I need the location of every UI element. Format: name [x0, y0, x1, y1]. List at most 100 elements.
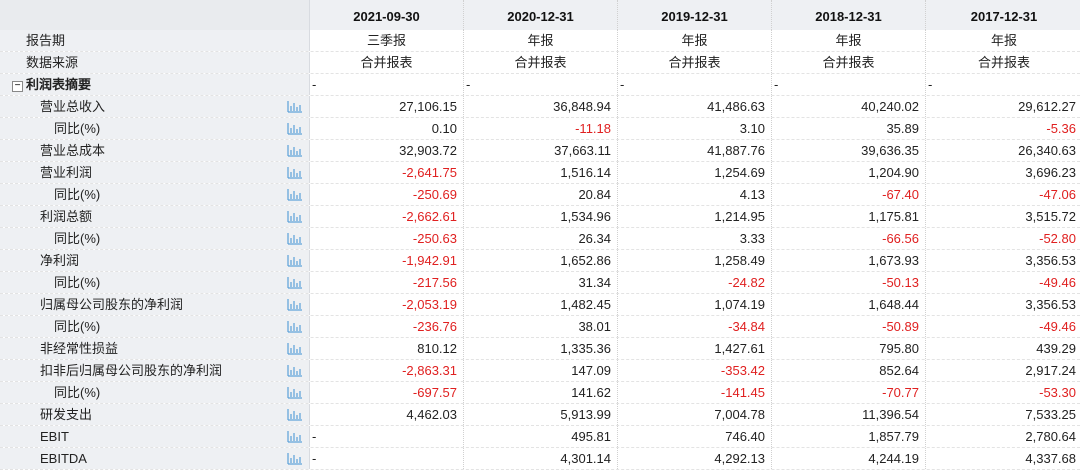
value-cell: 4.13 — [618, 184, 772, 205]
bar-chart-icon[interactable] — [286, 430, 303, 444]
value-cell: -52.80 — [1039, 231, 1076, 246]
row-chart-button[interactable] — [280, 404, 310, 425]
value-cell: 1,482.45 — [464, 294, 618, 315]
value-cell: -141.45 — [618, 382, 772, 403]
row-label: 同比(%) — [54, 319, 101, 334]
value-cell: 4,337.68 — [1025, 451, 1076, 466]
value-cell: 4,292.13 — [618, 448, 772, 469]
row-chart-button[interactable] — [280, 316, 310, 337]
value-cell: 810.12 — [310, 338, 464, 359]
row-chart-button[interactable] — [280, 140, 310, 161]
value-cell: -2,053.19 — [310, 294, 464, 315]
table-body: 营业总收入 27,106.15 36,848.94 41,486.63 40,240.0… — [0, 96, 1080, 470]
bar-chart-icon[interactable] — [286, 364, 303, 378]
collapse-toggle-icon[interactable]: − — [12, 81, 23, 92]
value-cell: 2,780.64 — [1025, 429, 1076, 444]
row-chart-button[interactable] — [280, 448, 310, 469]
column-header[interactable]: 2018-12-31 — [772, 0, 926, 30]
value-cell: 2,917.24 — [1025, 363, 1076, 378]
value-cell: 1,175.81 — [772, 206, 926, 227]
bar-chart-icon[interactable] — [286, 276, 303, 290]
row-chart-button[interactable] — [280, 294, 310, 315]
bar-chart-icon[interactable] — [286, 254, 303, 268]
row-chart-button[interactable] — [280, 382, 310, 403]
value-cell: 1,857.79 — [772, 426, 926, 447]
value-cell: -70.77 — [772, 382, 926, 403]
value-cell: 1,534.96 — [464, 206, 618, 227]
value-cell: 3,696.23 — [1025, 165, 1076, 180]
bar-chart-icon[interactable] — [286, 298, 303, 312]
row-chart-button[interactable] — [280, 426, 310, 447]
row-chart-button[interactable] — [280, 162, 310, 183]
value-cell: -53.30 — [1039, 385, 1076, 400]
bar-chart-icon[interactable] — [286, 408, 303, 422]
value-cell: 439.29 — [1036, 341, 1076, 356]
column-header[interactable]: 2020-12-31 — [464, 0, 618, 30]
bar-chart-icon[interactable] — [286, 166, 303, 180]
bar-chart-icon[interactable] — [286, 144, 303, 158]
row-chart-button[interactable] — [280, 228, 310, 249]
value-cell: -217.56 — [310, 272, 464, 293]
row-chart-button[interactable] — [280, 250, 310, 271]
value-cell: 3,356.53 — [1025, 297, 1076, 312]
row-chart-button[interactable] — [280, 338, 310, 359]
row-label: 同比(%) — [54, 385, 101, 400]
value-cell: -2,863.31 — [310, 360, 464, 381]
value-cell: -24.82 — [618, 272, 772, 293]
row-chart-button[interactable] — [280, 272, 310, 293]
value-cell: 32,903.72 — [310, 140, 464, 161]
value-cell: -5.36 — [1046, 121, 1076, 136]
column-header[interactable]: 2021-09-30 — [310, 0, 464, 30]
value-cell: -236.76 — [310, 316, 464, 337]
value-cell: -11.18 — [464, 118, 618, 139]
row-chart-button[interactable] — [280, 184, 310, 205]
bar-chart-icon[interactable] — [286, 320, 303, 334]
value-cell: 1,335.36 — [464, 338, 618, 359]
value-cell: 0.10 — [310, 118, 464, 139]
table-row: 扣非后归属母公司股东的净利润 -2,863.31 147.09 -353.42 852.… — [0, 360, 1080, 382]
table-row: 同比(%) -250.63 26.34 3.33 -66.56 -52.80 — [0, 228, 1080, 250]
value-cell: - — [310, 448, 464, 469]
data-source-cell: 合并报表 — [977, 55, 1030, 70]
value-cell: 26,340.63 — [1018, 143, 1076, 158]
value-cell: 1,516.14 — [464, 162, 618, 183]
row-chart-button[interactable] — [280, 206, 310, 227]
value-cell: 1,074.19 — [618, 294, 772, 315]
value-cell: 40,240.02 — [772, 96, 926, 117]
bar-chart-icon[interactable] — [286, 188, 303, 202]
header-row: 2021-09-30 2020-12-31 2019-12-31 2018-12… — [0, 0, 1080, 30]
table-row: 同比(%) -236.76 38.01 -34.84 -50.89 -49.46 — [0, 316, 1080, 338]
value-cell: 3,356.53 — [1025, 253, 1076, 268]
value-cell: -49.46 — [1039, 275, 1076, 290]
value-cell: -49.46 — [1039, 319, 1076, 334]
data-source-row: 数据来源 合并报表 合并报表 合并报表 合并报表 合并报表 — [0, 52, 1080, 74]
row-label: 归属母公司股东的净利润 — [40, 297, 184, 312]
row-chart-button[interactable] — [280, 96, 310, 117]
row-chart-button[interactable] — [280, 118, 310, 139]
bar-chart-icon[interactable] — [286, 452, 303, 466]
bar-chart-icon[interactable] — [286, 122, 303, 136]
value-cell: 36,848.94 — [464, 96, 618, 117]
bar-chart-icon[interactable] — [286, 386, 303, 400]
value-cell: 147.09 — [464, 360, 618, 381]
header-corner — [0, 0, 280, 30]
value-cell: 20.84 — [464, 184, 618, 205]
report-type-cell: 三季报 — [310, 30, 464, 51]
row-chart-button[interactable] — [280, 360, 310, 381]
bar-chart-icon[interactable] — [286, 100, 303, 114]
table-row: 营业利润 -2,641.75 1,516.14 1,254.69 1,204.90 3,6… — [0, 162, 1080, 184]
column-header[interactable]: 2017-12-31 — [926, 0, 1080, 30]
data-source-cell: 合并报表 — [310, 52, 464, 73]
bar-chart-icon[interactable] — [286, 232, 303, 246]
column-header[interactable]: 2019-12-31 — [618, 0, 772, 30]
table-row: 非经常性损益 810.12 1,335.36 1,427.61 795.80 439.29 — [0, 338, 1080, 360]
bar-chart-icon[interactable] — [286, 210, 303, 224]
bar-chart-icon[interactable] — [286, 342, 303, 356]
value-cell: 1,258.49 — [618, 250, 772, 271]
row-label: 扣非后归属母公司股东的净利润 — [40, 363, 223, 378]
report-type-cell: 年报 — [772, 30, 926, 51]
value-cell: -47.06 — [1039, 187, 1076, 202]
row-label: 利润总额 — [40, 209, 93, 224]
value-cell: -250.69 — [310, 184, 464, 205]
